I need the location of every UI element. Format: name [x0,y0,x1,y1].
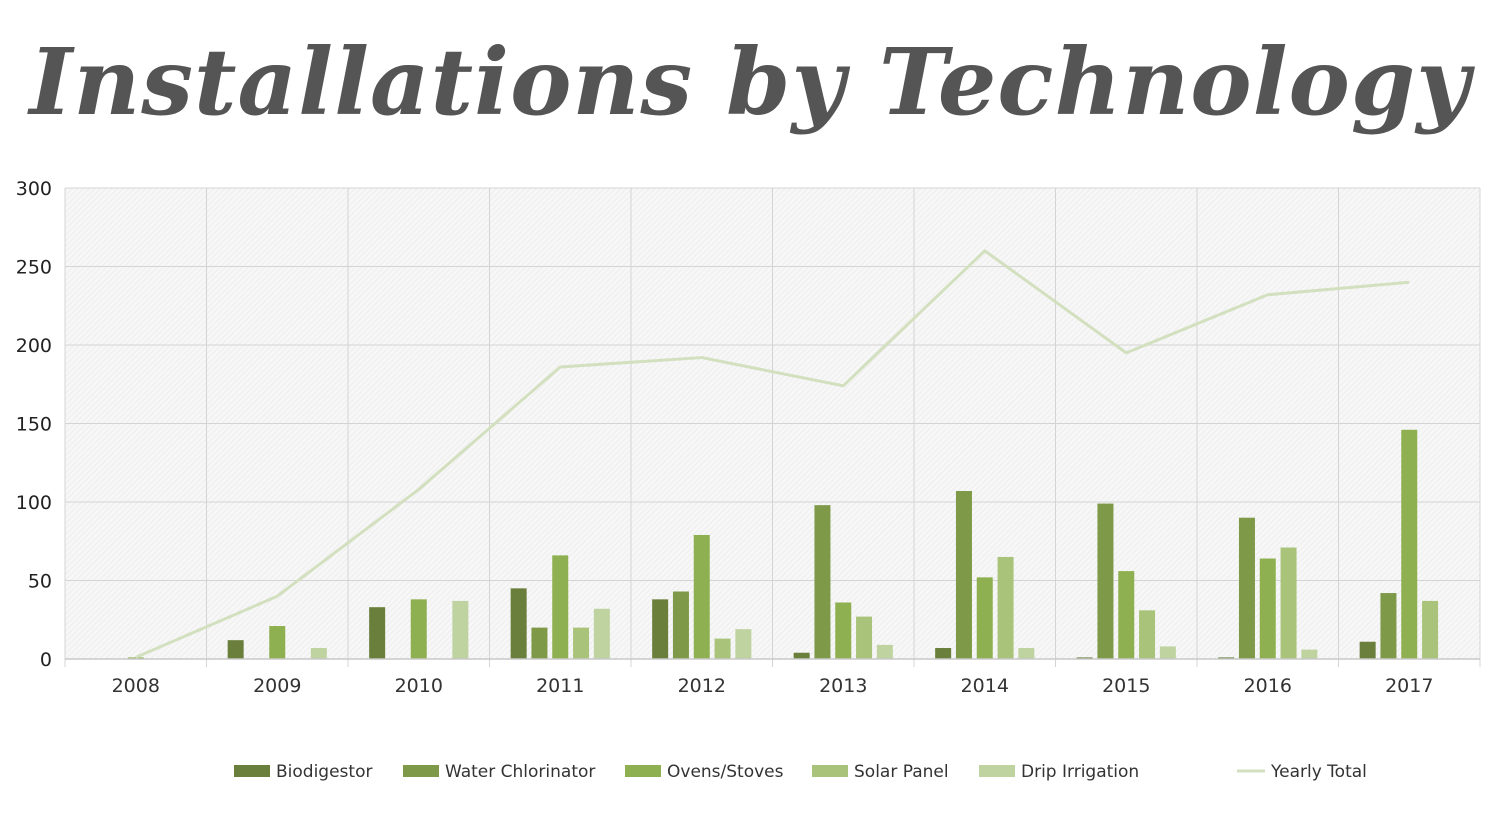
x-tick-label: 2014 [961,675,1009,697]
legend-label: Solar Panel [854,762,949,782]
bar [1238,517,1255,659]
legend-swatch [812,765,848,777]
legend-label: Yearly Total [1270,762,1367,782]
bar [1401,429,1418,659]
bar [452,600,469,659]
y-tick-label: 100 [16,492,52,514]
line-series-group [135,249,1410,659]
x-tick-label: 2016 [1244,675,1292,697]
line-series [135,249,1410,659]
bar [410,599,427,659]
bar [814,505,831,659]
axes-group: 0 50 100 150 200 250 300 2008 2009 2010 2011 2012 20… [16,178,1480,697]
legend-swatch [979,765,1015,777]
bar [876,644,893,659]
bar [1097,503,1114,659]
x-tick-label: 2015 [1102,675,1150,697]
x-tick-label: 2013 [819,675,867,697]
x-tick-label: 2008 [112,675,160,697]
legend-swatch [403,765,439,777]
y-tick-label: 200 [16,335,52,357]
legend-label: Ovens/Stoves [667,762,784,782]
bar [955,491,972,659]
bar [369,607,386,659]
bar [935,648,952,659]
bar [127,657,144,659]
bar [1301,649,1318,659]
bar [672,591,689,659]
bar [976,577,993,659]
bar [593,608,610,659]
bar [735,629,752,659]
bar [1139,610,1156,659]
x-tick-label: 2012 [678,675,726,697]
legend-label: Water Chlorinator [445,762,595,782]
legend-swatch [625,765,661,777]
bar [1118,571,1135,659]
grid-lines [64,187,1481,667]
bar [1159,646,1176,659]
x-tick-label: 2011 [536,675,584,697]
y-tick-label: 250 [16,257,52,279]
bar [1259,558,1276,659]
bar [856,616,873,659]
bar [1380,593,1397,659]
bar [573,627,590,659]
bar [510,588,527,659]
y-tick-label: 0 [40,649,52,671]
bar [1280,547,1297,659]
bar [793,652,810,659]
y-tick-label: 150 [16,414,52,436]
y-tick-label: 50 [28,571,52,593]
y-tick-label: 300 [16,178,52,200]
legend-swatch [234,765,270,777]
bar-series-group [127,429,1439,659]
bar [552,555,569,659]
x-tick-label: 2009 [253,675,301,697]
bar [531,627,548,659]
bar [1076,657,1093,659]
x-tick-label: 2010 [395,675,443,697]
legend: Biodigestor Water Chlorinator Ovens/Stoves… [234,762,1367,782]
bar [1218,657,1235,659]
bar [835,602,852,659]
x-tick-label: 2017 [1385,675,1433,697]
bar [693,534,710,659]
legend-label: Biodigestor [276,762,372,782]
bar [1422,600,1439,659]
chart-title: Installations by Technology [29,28,1471,136]
legend-label: Drip Irrigation [1021,762,1139,782]
bar [652,599,669,659]
bar [1018,648,1035,659]
bar [227,640,244,659]
bar [997,556,1014,659]
bar [1359,641,1376,659]
bar [269,626,286,659]
bar [714,638,731,659]
bar [310,648,327,659]
